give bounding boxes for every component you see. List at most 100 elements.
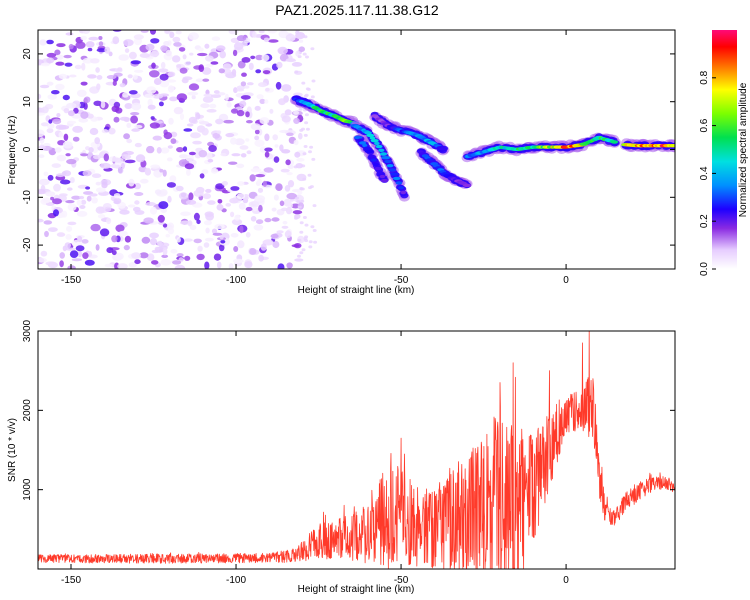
noise-speckle [193, 189, 204, 197]
noise-speckle [81, 62, 86, 71]
noise-speckle [182, 146, 188, 152]
noise-speckle [254, 139, 265, 147]
track-core [380, 178, 389, 183]
noise-speckle [222, 63, 232, 70]
noise-speckle [172, 36, 181, 43]
noise-speckle [139, 53, 151, 58]
noise-speckle [150, 206, 157, 215]
noise-speckle [304, 239, 309, 243]
noise-speckle [82, 170, 92, 177]
noise-speckle [95, 187, 106, 193]
noise-speckle [64, 62, 73, 67]
noise-speckle [158, 201, 169, 210]
track-core [379, 174, 386, 179]
noise-speckle [284, 109, 292, 116]
noise-speckle [71, 114, 83, 119]
noise-speckle [302, 152, 307, 156]
snr-x-tick-label: 0 [563, 575, 569, 586]
noise-speckle [230, 233, 239, 238]
noise-speckle [188, 83, 200, 91]
noise-speckle [281, 207, 288, 212]
noise-speckle [241, 57, 251, 63]
noise-speckle [65, 153, 71, 157]
noise-speckle [96, 83, 101, 91]
noise-speckle [312, 204, 317, 208]
noise-speckle [304, 113, 309, 117]
noise-speckle [63, 54, 72, 59]
snr-x-ticks: -150 -100 -50 0 [61, 331, 569, 586]
noise-speckle [309, 185, 314, 189]
noise-speckle [45, 261, 57, 266]
noise-speckle [183, 128, 193, 132]
noise-speckle [157, 214, 165, 223]
snr-panel: -150 -100 -50 0 1000 2000 3000 Height of stra… [7, 319, 676, 595]
noise-speckle [207, 200, 216, 205]
noise-speckle [130, 112, 140, 116]
track-core [376, 170, 384, 175]
noise-speckle [131, 252, 142, 259]
noise-speckle [237, 181, 245, 186]
noise-speckle [79, 205, 86, 209]
noise-speckle [149, 70, 160, 78]
noise-speckle [150, 30, 156, 35]
noise-speckle [65, 200, 75, 204]
noise-speckle [276, 61, 283, 69]
colorbar-tick-label: 0.0 [699, 262, 710, 276]
noise-speckle [256, 94, 264, 100]
noise-speckle [215, 183, 225, 190]
noise-speckle [106, 217, 112, 225]
noise-speckle [176, 237, 181, 243]
noise-speckle [298, 107, 303, 111]
noise-speckle [232, 49, 238, 57]
spectrogram-y-tick-label: 0 [22, 146, 33, 152]
noise-speckle [144, 167, 151, 175]
noise-speckle [168, 117, 174, 125]
noise-speckle [120, 162, 125, 170]
noise-speckle [104, 263, 114, 268]
noise-speckle [187, 91, 199, 96]
noise-speckle [303, 35, 308, 39]
noise-speckle [108, 51, 113, 57]
noise-speckle [295, 196, 299, 200]
noise-speckle [48, 123, 55, 129]
noise-speckle [134, 192, 144, 196]
noise-speckle [188, 192, 194, 201]
noise-speckle [67, 120, 77, 125]
noise-speckle [74, 64, 82, 70]
noise-speckle [231, 153, 241, 157]
noise-speckle [128, 178, 135, 187]
noise-speckle [169, 96, 178, 102]
noise-speckle [264, 151, 270, 158]
spectrogram-x-axis-label: Height of straight line (km) [298, 285, 415, 296]
noise-speckle [212, 232, 223, 236]
noise-speckle [95, 206, 105, 214]
track-core [362, 143, 368, 148]
noise-speckle [237, 240, 245, 249]
noise-speckle [230, 108, 239, 114]
noise-speckle [249, 174, 256, 182]
noise-speckle [166, 157, 173, 162]
noise-speckle [305, 87, 310, 91]
noise-speckle [88, 36, 99, 41]
noise-speckle [275, 81, 282, 90]
track-core [398, 186, 405, 190]
noise-speckle [185, 154, 194, 162]
noise-speckle [207, 158, 214, 163]
noise-speckle [218, 68, 225, 74]
noise-speckle [215, 118, 224, 125]
track-core [386, 164, 394, 168]
noise-speckle [54, 49, 61, 56]
noise-speckle [204, 43, 210, 49]
noise-speckle [239, 100, 247, 108]
noise-speckle [119, 83, 126, 88]
noise-speckle [58, 132, 64, 138]
noise-speckle [72, 136, 80, 142]
noise-speckle [152, 135, 162, 141]
noise-speckle [249, 248, 257, 255]
noise-speckle [170, 138, 177, 145]
noise-speckle [201, 67, 212, 75]
noise-speckle [149, 50, 160, 57]
noise-speckle [245, 232, 251, 238]
noise-speckle [95, 244, 100, 251]
noise-speckle [296, 157, 305, 162]
